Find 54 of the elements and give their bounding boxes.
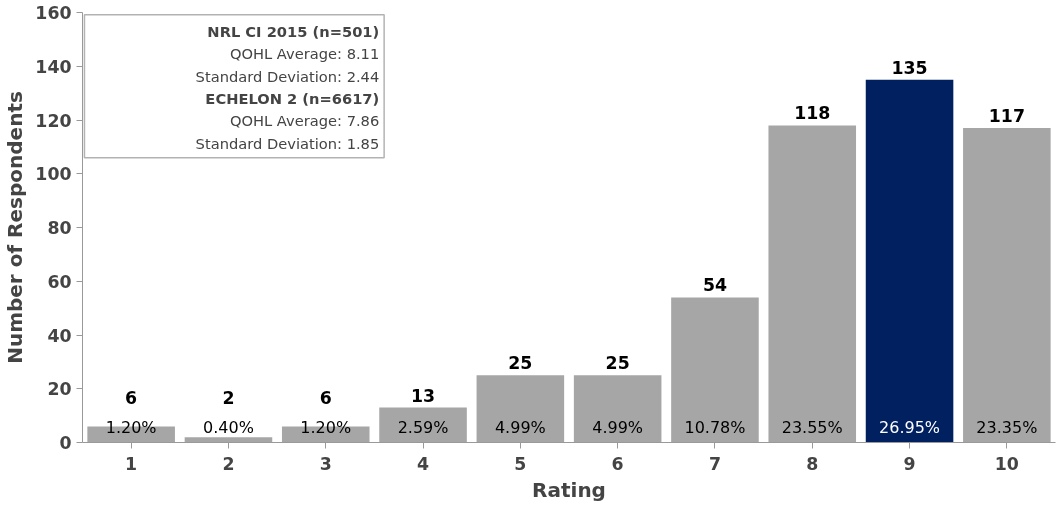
annotation: QOHL Average: 7.86 [229,112,380,130]
x-tick-label: 5 [514,453,527,474]
data-label: 25 [605,353,630,374]
data-label: 117 [988,106,1025,127]
y-tick-label: 40 [47,325,72,346]
data-label: 54 [702,275,728,296]
data-label: 13 [410,385,436,406]
x-tick-label: 2 [222,453,235,474]
annotation: 4.99% [494,417,546,437]
annotation: NRL CI 2015 (n=501) [207,22,380,40]
annotation: 4.99% [592,417,644,437]
annotation: 2.59% [397,417,449,437]
data-label: 135 [891,57,928,78]
x-tick-label: 8 [806,453,819,474]
x-tick-label: 9 [903,453,916,474]
y-tick-label: 100 [35,164,72,185]
annotation: QOHL Average: 8.11 [229,45,380,63]
annotation: 26.95% [879,417,941,437]
x-tick-label: 10 [994,453,1019,474]
annotation: 23.55% [781,417,843,437]
x-tick-label: 6 [611,453,624,474]
data-label: 6 [125,388,138,409]
y-tick-label: 0 [59,433,72,453]
data-label: 118 [794,103,831,124]
y-tick-label: 20 [47,379,72,400]
x-tick-label: 4 [417,453,430,474]
y-tick-label: 160 [35,3,72,23]
annotation: 1.20% [300,417,352,437]
data-label: 6 [319,388,332,409]
bar [671,297,759,443]
x-tick-label: 7 [708,453,721,474]
y-tick-label: 80 [47,218,72,238]
data-label: 2 [222,388,235,409]
bar [573,375,662,443]
y-axis-title: Number of Respondents [3,91,28,364]
data-label: 25 [508,353,533,374]
bar [963,128,1051,443]
x-axis-title: Rating [532,477,606,502]
annotation: 1.20% [105,417,157,437]
x-tick-label: 3 [319,453,332,474]
x-tick-label: 1 [125,453,138,474]
y-tick-label: 120 [35,110,72,131]
bar [184,437,273,443]
bar [476,375,565,443]
y-tick-label: 140 [35,56,72,77]
annotation: 23.35% [976,417,1038,437]
annotation: ECHELON 2 (n=6617) [205,90,380,107]
bar [768,125,857,443]
annotation: 0.40% [203,417,254,437]
annotation: Standard Deviation: 1.85 [195,134,380,152]
bar [865,79,954,443]
annotation: Standard Deviation: 2.44 [195,67,380,85]
y-tick-label: 60 [47,271,72,292]
annotation: 10.78% [684,417,746,437]
